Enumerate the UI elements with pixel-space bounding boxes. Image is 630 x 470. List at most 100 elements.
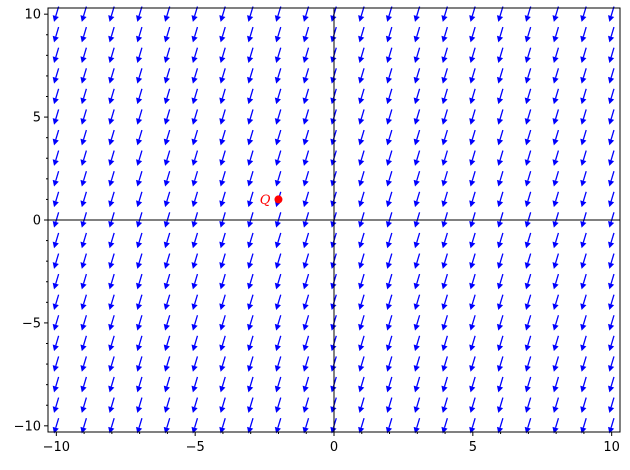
field-arrow xyxy=(608,356,615,372)
field-arrow xyxy=(496,6,504,22)
field-arrow xyxy=(135,376,143,393)
field-arrow xyxy=(552,129,560,146)
field-arrow xyxy=(413,253,421,269)
field-arrow xyxy=(358,170,365,187)
field-arrow xyxy=(413,26,421,43)
field-arrow xyxy=(330,232,337,249)
field-arrow xyxy=(163,109,171,125)
field-arrow xyxy=(413,356,421,372)
field-arrow xyxy=(469,253,476,269)
field-arrow xyxy=(358,417,365,434)
field-arrow xyxy=(524,356,532,372)
field-arrow xyxy=(385,356,393,372)
field-arrow xyxy=(496,150,504,166)
field-arrow xyxy=(302,6,310,22)
field-arrow xyxy=(413,68,421,84)
field-arrow xyxy=(191,6,199,22)
field-arrow xyxy=(80,191,88,208)
field-arrow xyxy=(52,6,60,22)
field-arrow xyxy=(496,129,504,146)
field-arrow xyxy=(247,273,254,290)
field-arrow xyxy=(385,129,393,146)
field-arrow xyxy=(52,397,60,413)
field-arrow xyxy=(496,273,504,290)
field-arrow xyxy=(441,88,448,105)
field-arrow xyxy=(441,315,448,331)
field-arrow xyxy=(52,315,60,331)
field-arrow xyxy=(552,88,560,105)
field-arrow xyxy=(358,356,365,372)
field-arrow xyxy=(191,88,199,105)
field-arrow xyxy=(580,26,587,43)
field-arrow xyxy=(108,109,115,125)
field-arrow xyxy=(385,397,393,413)
field-arrow xyxy=(108,397,115,413)
field-arrow xyxy=(413,376,421,393)
field-arrow xyxy=(163,232,171,249)
field-arrow xyxy=(274,417,282,434)
field-arrow xyxy=(552,68,560,84)
field-arrow xyxy=(496,335,504,352)
field-arrow xyxy=(52,170,60,187)
field-arrow xyxy=(441,68,448,84)
field-arrow xyxy=(413,273,421,290)
field-arrow xyxy=(191,109,199,125)
field-arrow xyxy=(247,335,254,352)
field-arrow xyxy=(274,47,282,64)
field-arrow xyxy=(219,273,226,290)
field-arrow xyxy=(524,335,532,352)
field-arrow xyxy=(580,88,587,105)
field-arrow xyxy=(191,294,199,310)
field-arrow xyxy=(524,376,532,393)
field-arrow xyxy=(608,397,615,413)
field-arrow xyxy=(163,397,171,413)
field-arrow xyxy=(441,6,448,22)
field-arrow xyxy=(247,170,254,187)
field-arrow xyxy=(496,170,504,187)
field-arrow xyxy=(135,232,143,249)
field-arrow xyxy=(274,6,282,22)
field-arrow xyxy=(247,356,254,372)
field-arrow xyxy=(52,232,60,249)
field-arrow xyxy=(358,68,365,84)
field-arrow xyxy=(191,315,199,331)
field-arrow xyxy=(496,417,504,434)
field-arrow xyxy=(441,273,448,290)
field-arrow xyxy=(469,191,476,208)
field-arrow xyxy=(80,47,88,64)
field-arrow xyxy=(302,356,310,372)
field-arrow xyxy=(608,253,615,269)
field-arrow xyxy=(191,356,199,372)
field-arrow xyxy=(135,417,143,434)
field-arrow xyxy=(580,356,587,372)
field-arrow xyxy=(163,150,171,166)
field-arrow xyxy=(135,170,143,187)
field-arrow xyxy=(135,129,143,146)
field-arrow xyxy=(302,68,310,84)
field-arrow xyxy=(580,191,587,208)
field-arrow xyxy=(191,191,199,208)
field-arrow xyxy=(163,376,171,393)
field-arrow xyxy=(580,253,587,269)
field-arrow xyxy=(580,417,587,434)
field-arrow xyxy=(608,150,615,166)
field-arrow xyxy=(108,47,115,64)
field-arrow xyxy=(524,26,532,43)
field-arrow xyxy=(274,26,282,43)
field-arrow xyxy=(608,109,615,125)
field-arrow xyxy=(330,253,337,269)
field-arrow xyxy=(80,294,88,310)
field-arrow xyxy=(580,150,587,166)
field-arrow xyxy=(385,232,393,249)
field-arrow xyxy=(219,232,226,249)
field-arrow xyxy=(496,397,504,413)
field-arrow xyxy=(191,150,199,166)
field-arrow xyxy=(80,109,88,125)
x-tick-label: −5 xyxy=(186,440,205,455)
field-arrow xyxy=(80,376,88,393)
field-arrow xyxy=(219,68,226,84)
field-arrow xyxy=(330,273,337,290)
field-arrow xyxy=(469,6,476,22)
field-arrow xyxy=(385,170,393,187)
